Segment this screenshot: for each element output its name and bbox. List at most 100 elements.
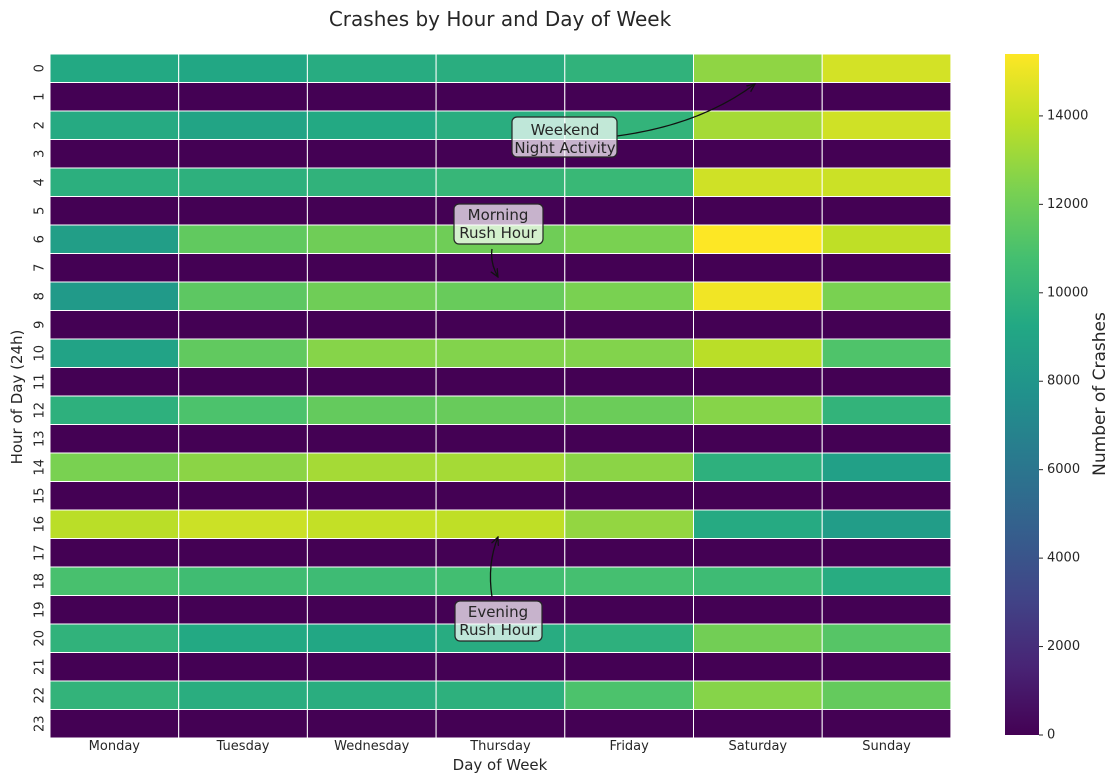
heatmap-cell <box>49 509 180 539</box>
heatmap-cell <box>49 452 180 482</box>
heatmap-cell <box>178 424 308 454</box>
heatmap-cell <box>564 595 694 625</box>
heatmap-cell <box>821 196 952 226</box>
heatmap-cell <box>49 53 180 83</box>
colorbar-tick-label: 14000 <box>1047 108 1088 123</box>
heatmap-cell <box>564 281 694 311</box>
annotation-text: Weekend <box>531 121 600 139</box>
heatmap-cell <box>693 452 823 482</box>
heatmap-cell <box>693 310 823 340</box>
heatmap-cell <box>564 509 694 539</box>
heatmap-cell <box>564 196 694 226</box>
heatmap-cell <box>564 566 694 596</box>
heatmap-cell <box>178 281 308 311</box>
heatmap-cell <box>564 481 694 511</box>
heatmap-cell <box>564 452 694 482</box>
annotation-text: Evening <box>468 603 528 621</box>
heatmap-cell <box>306 424 437 454</box>
heatmap-cell <box>306 452 437 482</box>
heatmap-cell <box>49 110 180 140</box>
heatmap-cell <box>49 82 180 112</box>
heatmap-cell <box>693 53 823 83</box>
heatmap-cell <box>693 139 823 169</box>
heatmap-cell <box>564 253 694 283</box>
heatmap-cell <box>306 139 437 169</box>
heatmap-cell <box>49 623 180 653</box>
heatmap-cell <box>564 395 694 425</box>
heatmap-cell <box>564 82 694 112</box>
heatmap-cell <box>178 538 308 568</box>
heatmap-cell <box>821 281 952 311</box>
heatmap-cell <box>693 623 823 653</box>
heatmap-cell <box>178 395 308 425</box>
colorbar-tick-label: 8000 <box>1047 374 1080 389</box>
y-tick-label: 7 <box>33 264 48 272</box>
heatmap-cell <box>435 509 566 539</box>
x-tick-label: Wednesday <box>334 739 410 754</box>
heatmap-cell <box>564 709 694 739</box>
heatmap-cell <box>693 595 823 625</box>
y-tick-label: 5 <box>33 207 48 215</box>
heatmap-cell <box>821 680 952 710</box>
heatmap-cell <box>435 281 566 311</box>
heatmap-cell <box>693 709 823 739</box>
heatmap-cell <box>693 652 823 682</box>
heatmap-cell <box>821 709 952 739</box>
heatmap-cell <box>49 538 180 568</box>
heatmap-cell <box>306 281 437 311</box>
heatmap-cell <box>821 623 952 653</box>
y-tick-label: 23 <box>33 715 48 732</box>
y-tick-label: 20 <box>33 630 48 647</box>
heatmap-cell <box>49 481 180 511</box>
x-tick-label: Monday <box>89 739 141 754</box>
heatmap-cell <box>306 110 437 140</box>
heatmap-cell <box>821 538 952 568</box>
y-tick-label: 17 <box>33 544 48 561</box>
x-axis-label: Day of Week <box>453 756 548 774</box>
heatmap-cell <box>49 652 180 682</box>
heatmap-cell <box>49 424 180 454</box>
heatmap-cell <box>693 481 823 511</box>
heatmap-cell <box>49 224 180 254</box>
heatmap-cell <box>693 167 823 197</box>
heatmap-cell <box>306 253 437 283</box>
heatmap-cell <box>178 53 308 83</box>
heatmap-cell <box>564 367 694 397</box>
heatmap-cell <box>306 652 437 682</box>
heatmap-cell <box>49 310 180 340</box>
heatmap-cell <box>821 395 952 425</box>
colorbar-tick-label: 6000 <box>1047 462 1080 477</box>
x-tick-label: Saturday <box>729 739 788 754</box>
heatmap-cell <box>821 367 952 397</box>
heatmap-cell <box>178 253 308 283</box>
heatmap-cell <box>306 566 437 596</box>
heatmap-cell <box>178 310 308 340</box>
heatmap-cell <box>178 481 308 511</box>
heatmap-cell <box>49 196 180 226</box>
y-tick-label: 22 <box>33 687 48 704</box>
heatmap-cell <box>49 281 180 311</box>
heatmap-cell <box>306 709 437 739</box>
heatmap-cell <box>178 652 308 682</box>
heatmap-cell <box>693 424 823 454</box>
heatmap-cell <box>821 481 952 511</box>
y-tick-label: 18 <box>33 573 48 590</box>
heatmap-cell <box>435 253 566 283</box>
heatmap-cell <box>564 680 694 710</box>
heatmap-cell <box>178 709 308 739</box>
y-tick-label: 2 <box>33 121 48 129</box>
heatmap-cell <box>178 566 308 596</box>
y-tick-label: 6 <box>33 235 48 243</box>
heatmap-cell <box>306 53 437 83</box>
heatmap-cell <box>435 395 566 425</box>
y-tick-label: 11 <box>33 373 48 390</box>
heatmap-cell <box>435 538 566 568</box>
annotation-arrow <box>492 248 498 277</box>
heatmap-cell <box>178 595 308 625</box>
heatmap-cell <box>693 338 823 368</box>
colorbar-tick-label: 4000 <box>1047 551 1080 566</box>
heatmap-cell <box>178 367 308 397</box>
